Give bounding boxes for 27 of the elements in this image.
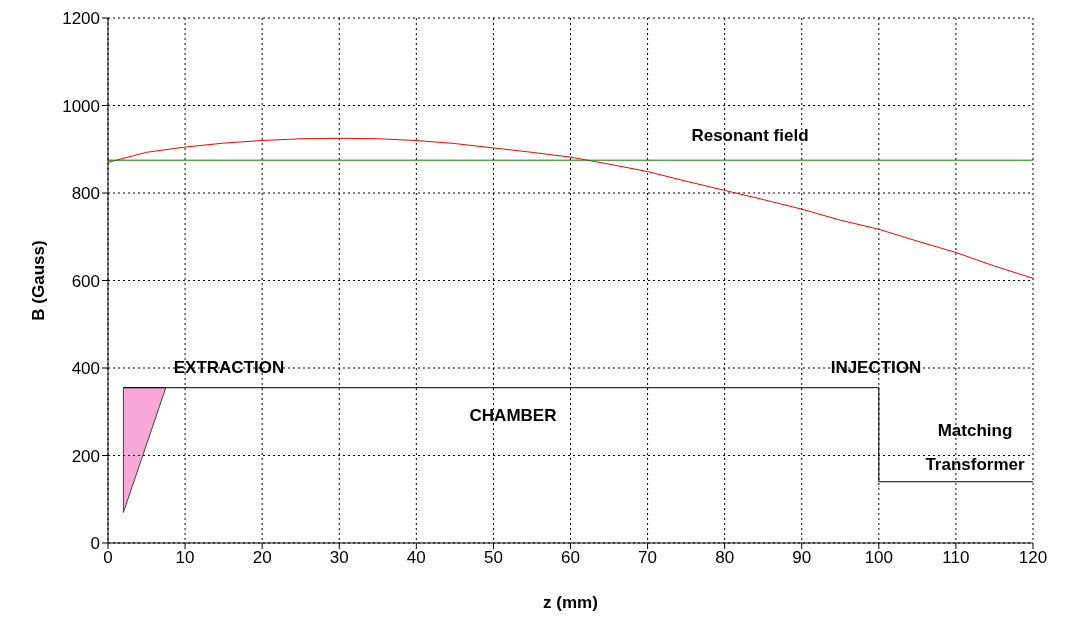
x-tick-label: 90 (792, 548, 812, 568)
y-tick-label: 200 (71, 446, 100, 466)
annotation: INJECTION (830, 358, 922, 377)
x-tick-label: 60 (561, 548, 580, 568)
y-tick-label: 800 (71, 184, 100, 204)
annotation: EXTRACTION (173, 358, 285, 377)
x-tick-label: 30 (329, 548, 349, 568)
y-tick-label: 400 (71, 359, 100, 379)
x-tick-label: 80 (715, 548, 735, 568)
x-tick-label: 0 (103, 548, 113, 568)
x-tick-label: 110 (942, 548, 970, 568)
x-tick-label: 120 (1018, 548, 1048, 568)
x-tick-label: 70 (638, 548, 658, 568)
y-tick-label: 0 (90, 534, 100, 554)
y-tick-label: 600 (71, 271, 100, 291)
annotation: CHAMBER (469, 406, 557, 425)
x-tick-label: 50 (483, 548, 503, 568)
annotation: Resonant field (691, 126, 809, 145)
x-tick-label: 10 (175, 548, 195, 568)
x-tick-label: 100 (864, 548, 894, 568)
y-tick-label: 1000 (62, 96, 100, 116)
x-tick-label: 20 (252, 548, 272, 568)
y-axis-title: B (Gauss) (29, 240, 49, 321)
y-tick-label: 1200 (62, 9, 100, 29)
annotation: Matching Transformer (925, 421, 1025, 474)
x-axis-title: z (mm) (543, 593, 598, 612)
x-tick-label: 40 (406, 548, 426, 568)
